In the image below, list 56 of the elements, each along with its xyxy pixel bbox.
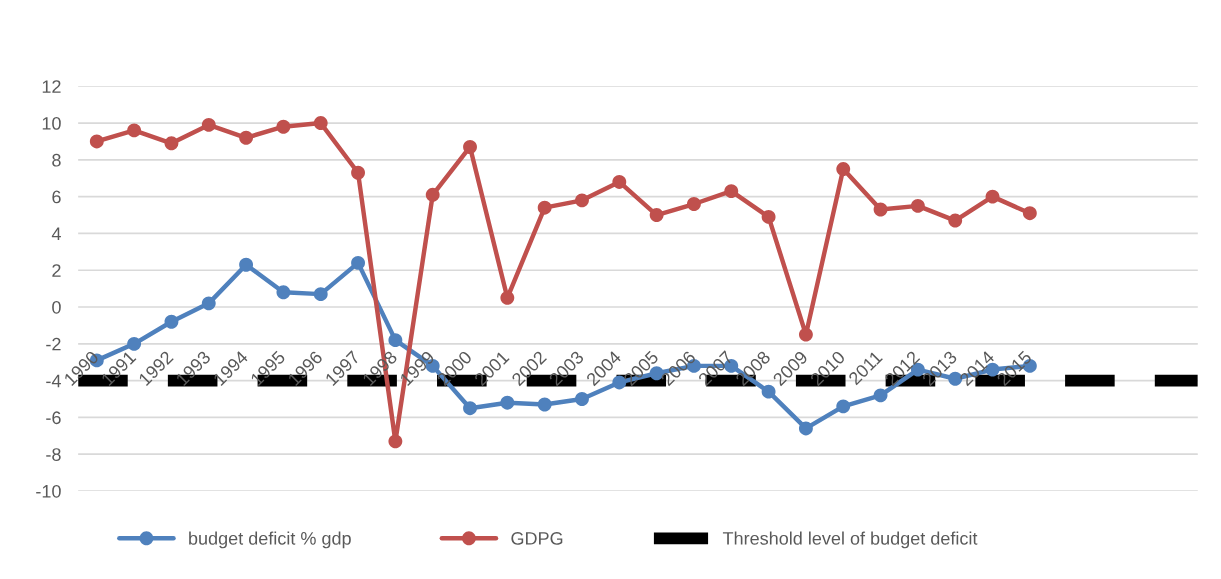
point — [239, 130, 254, 145]
point — [388, 333, 403, 348]
point — [89, 134, 104, 149]
point — [537, 200, 552, 215]
point — [463, 140, 477, 154]
point — [798, 421, 813, 436]
legend-label: GDPG — [511, 532, 563, 545]
point — [798, 327, 813, 342]
point — [836, 399, 851, 414]
y-tick-label: -8 — [46, 448, 61, 461]
point — [761, 209, 776, 224]
point — [575, 392, 589, 406]
point — [276, 119, 291, 134]
y-tick-label: 10 — [42, 117, 61, 130]
point — [127, 123, 142, 138]
point — [724, 184, 739, 199]
point — [164, 136, 179, 151]
y-tick-label: -10 — [36, 484, 61, 498]
point — [500, 290, 515, 305]
point — [873, 388, 888, 403]
y-tick-label: -4 — [46, 374, 61, 388]
y-tick-label: 2 — [52, 264, 61, 277]
point — [164, 314, 179, 329]
point — [612, 174, 627, 189]
point — [351, 255, 365, 270]
point — [463, 401, 477, 416]
point — [649, 208, 664, 222]
point — [276, 285, 291, 300]
point — [201, 117, 216, 132]
point — [1022, 206, 1037, 221]
point — [313, 287, 328, 302]
point — [127, 336, 142, 351]
point — [910, 198, 925, 213]
point — [201, 296, 216, 311]
point — [537, 397, 552, 412]
y-tick-label: 0 — [52, 300, 61, 314]
legend-label: budget deficit % gdp — [189, 531, 351, 549]
y-tick-label: -2 — [46, 337, 61, 351]
y-tick-label: -6 — [46, 411, 61, 425]
point — [500, 395, 515, 410]
point — [425, 187, 440, 202]
point — [948, 213, 963, 228]
y-tick-label: 6 — [52, 190, 61, 204]
point — [239, 257, 254, 272]
point — [985, 189, 1000, 204]
point — [388, 434, 403, 449]
legend-label: Threshold level of budget deficit — [722, 531, 978, 549]
point — [575, 193, 589, 208]
point — [351, 165, 365, 180]
y-tick-label: 8 — [52, 153, 61, 167]
point — [313, 116, 328, 131]
y-tick-label: 12 — [42, 80, 61, 93]
point — [836, 162, 851, 176]
y-tick-label: 4 — [51, 227, 61, 240]
point — [873, 202, 888, 217]
point — [687, 197, 701, 211]
